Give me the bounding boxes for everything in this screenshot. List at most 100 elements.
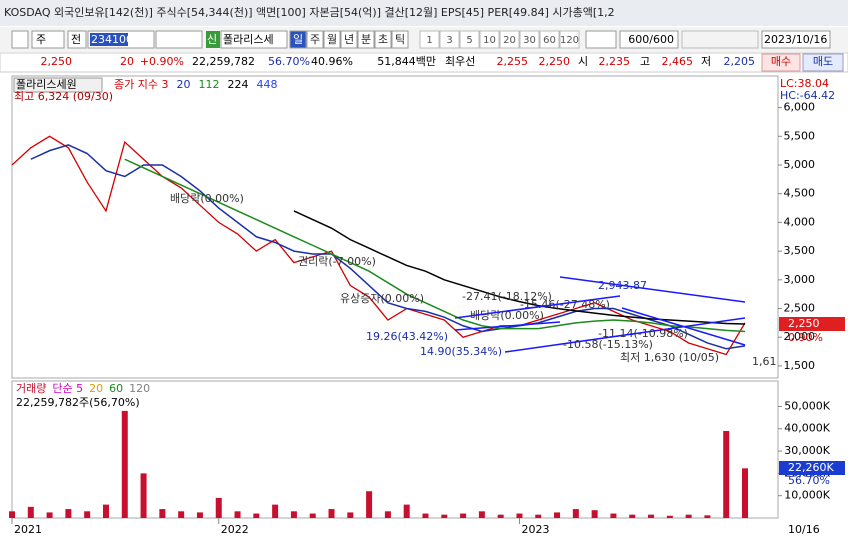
period-button[interactable] bbox=[357, 30, 375, 49]
price: 2,250 bbox=[41, 55, 73, 68]
volume-bar bbox=[102, 504, 109, 518]
last-volume-box bbox=[779, 461, 845, 475]
interval-button[interactable] bbox=[439, 30, 460, 49]
window-title: KOSDAQ 외국인보유[142(천)] 주식수[54,344(천)] 액면[1… bbox=[4, 5, 615, 19]
stock-name: 폴라리스세 bbox=[223, 33, 274, 46]
amount: 51,844백만 bbox=[377, 55, 436, 68]
period-button[interactable] bbox=[374, 30, 392, 49]
interval-button[interactable] bbox=[499, 30, 520, 49]
price-line bbox=[30, 144, 746, 350]
volume-bar bbox=[159, 509, 166, 518]
low-label: 저 bbox=[701, 55, 711, 68]
low: 2,205 bbox=[724, 55, 756, 68]
interval: 5 bbox=[466, 35, 472, 46]
period-button[interactable] bbox=[340, 30, 358, 49]
buy-button[interactable] bbox=[761, 53, 801, 72]
high: 2,465 bbox=[662, 55, 694, 68]
annotation: 배당락(0.00%) bbox=[470, 309, 544, 322]
volume-bar bbox=[196, 512, 203, 518]
annotation: 최고 6,324 (09/30) bbox=[14, 90, 113, 103]
nav-buttons[interactable] bbox=[155, 30, 203, 49]
period: 분 bbox=[361, 33, 371, 46]
interval: 30 bbox=[523, 35, 536, 46]
annotation: -11.14(-10.98%) bbox=[598, 327, 688, 340]
interval: 120 bbox=[560, 35, 579, 46]
volume-bar bbox=[9, 511, 15, 518]
period: 초 bbox=[378, 33, 388, 46]
last-ratio: 56.70% bbox=[788, 474, 830, 487]
tool-icons[interactable] bbox=[681, 30, 759, 49]
period-button[interactable] bbox=[323, 30, 341, 49]
x-tick-label: 2021 bbox=[14, 523, 42, 536]
legend-entry: 120 bbox=[129, 382, 150, 395]
annotation: 14.90(35.34%) bbox=[420, 345, 502, 358]
change-pct: +0.90% bbox=[140, 55, 184, 68]
interval-button[interactable] bbox=[479, 30, 500, 49]
volume-bar bbox=[215, 497, 222, 518]
volume-bar bbox=[666, 515, 673, 518]
best-label: 최우선 bbox=[445, 55, 475, 68]
price-line bbox=[293, 210, 746, 325]
turnover: 40.96% bbox=[311, 55, 353, 68]
last-change: 0.90% bbox=[788, 331, 823, 344]
volume-bar bbox=[253, 513, 260, 518]
period: 월 bbox=[327, 33, 337, 46]
y-tick-label: 5,000 bbox=[784, 158, 816, 171]
interval-button[interactable] bbox=[519, 30, 540, 49]
quote-row bbox=[0, 52, 848, 73]
price-frame bbox=[11, 75, 779, 379]
legend-entry: 60 bbox=[109, 382, 123, 395]
period-button[interactable] bbox=[289, 30, 307, 49]
window-icons[interactable] bbox=[696, 4, 846, 22]
interval-button[interactable] bbox=[419, 30, 440, 49]
volume: 22,259,782 bbox=[192, 55, 255, 68]
volume-bar bbox=[535, 514, 542, 518]
date: 2023/10/16 bbox=[764, 33, 827, 46]
period-button[interactable] bbox=[391, 30, 409, 49]
menu-button[interactable] bbox=[11, 30, 29, 49]
trendline bbox=[454, 321, 561, 331]
volume-bar bbox=[704, 515, 711, 518]
y-tick-label: 1,500 bbox=[784, 359, 816, 372]
volume-bar bbox=[742, 468, 748, 518]
volume-bar bbox=[347, 512, 354, 518]
interval-button[interactable] bbox=[559, 30, 580, 49]
volume-bar bbox=[234, 511, 241, 518]
period: 주 bbox=[310, 33, 320, 46]
volume-bar bbox=[478, 511, 485, 518]
side-label: HC:-64.42 bbox=[780, 89, 835, 102]
volume-bar bbox=[497, 514, 504, 518]
interval-button[interactable] bbox=[539, 30, 560, 49]
code: 234100 bbox=[91, 33, 133, 46]
volume-bar bbox=[403, 504, 410, 518]
trendline bbox=[621, 307, 746, 346]
blank-select[interactable] bbox=[585, 30, 617, 49]
volume-bar bbox=[140, 473, 147, 518]
annotation: -15.46(-27.48%) bbox=[520, 298, 610, 311]
period-button[interactable] bbox=[306, 30, 324, 49]
y-tick-label: 3,500 bbox=[784, 244, 816, 257]
date-box[interactable] bbox=[761, 30, 831, 49]
interval: 20 bbox=[503, 35, 516, 46]
legend-entry: 거래량 bbox=[16, 382, 46, 395]
sell-button[interactable] bbox=[802, 53, 844, 72]
side-label: LC:38.04 bbox=[780, 77, 829, 90]
volume-bar bbox=[648, 514, 655, 518]
volume-bar bbox=[554, 512, 561, 518]
count-box[interactable] bbox=[619, 30, 679, 49]
market-select[interactable] bbox=[31, 30, 65, 49]
volume-bar bbox=[309, 513, 316, 518]
volume-bar bbox=[27, 506, 34, 518]
volume-bar bbox=[610, 513, 617, 518]
interval: 3 bbox=[446, 35, 452, 46]
y-tick-label: 4,000 bbox=[784, 215, 816, 228]
mode: 전 bbox=[71, 33, 81, 46]
annotation: 권리락(-7.00%) bbox=[298, 255, 376, 268]
volume-bar bbox=[591, 510, 598, 518]
mode-button[interactable] bbox=[67, 30, 87, 49]
interval-button[interactable] bbox=[459, 30, 480, 49]
last-price-box bbox=[779, 317, 845, 331]
annotation: 유상증자(0.00%) bbox=[340, 292, 424, 305]
